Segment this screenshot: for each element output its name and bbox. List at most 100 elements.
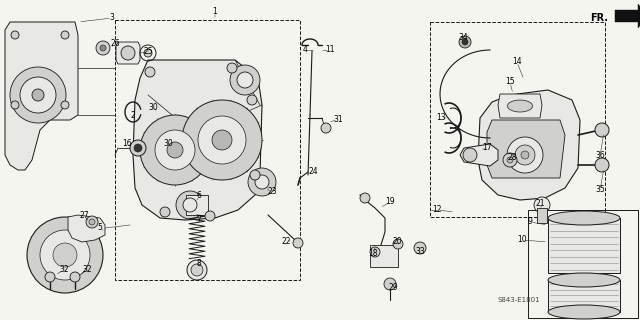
Polygon shape [487, 120, 565, 178]
Text: 36: 36 [595, 151, 605, 161]
Text: 17: 17 [482, 143, 492, 153]
Bar [186, 195, 208, 215]
Circle shape [86, 216, 98, 228]
Ellipse shape [548, 273, 620, 287]
Text: 7: 7 [196, 215, 202, 225]
Circle shape [321, 123, 331, 133]
Text: 20: 20 [392, 237, 402, 246]
Circle shape [155, 130, 195, 170]
Text: 12: 12 [432, 205, 442, 214]
Text: 33: 33 [415, 247, 425, 257]
Circle shape [183, 198, 197, 212]
Text: 30: 30 [148, 103, 158, 113]
Text: 10: 10 [517, 236, 527, 244]
Ellipse shape [508, 100, 532, 112]
Circle shape [370, 247, 380, 257]
Ellipse shape [548, 305, 620, 319]
Circle shape [534, 197, 550, 213]
Text: 13: 13 [436, 114, 446, 123]
Circle shape [53, 243, 77, 267]
Circle shape [182, 100, 262, 180]
Circle shape [70, 272, 80, 282]
Text: 6: 6 [196, 191, 202, 201]
Text: 5: 5 [97, 223, 102, 233]
Circle shape [393, 239, 403, 249]
Text: 8: 8 [196, 260, 202, 268]
Text: 2: 2 [131, 110, 136, 119]
Circle shape [187, 260, 207, 280]
Text: 15: 15 [505, 77, 515, 86]
Text: 9: 9 [527, 218, 532, 227]
Circle shape [212, 130, 232, 150]
Text: 14: 14 [512, 58, 522, 67]
Circle shape [11, 101, 19, 109]
Circle shape [462, 39, 468, 45]
Circle shape [237, 72, 253, 88]
Circle shape [507, 137, 543, 173]
Circle shape [160, 207, 170, 217]
Circle shape [250, 170, 260, 180]
Circle shape [227, 63, 237, 73]
Bar [430, 22, 605, 217]
Circle shape [521, 151, 529, 159]
Text: 22: 22 [281, 236, 291, 245]
Text: 28: 28 [508, 154, 516, 163]
Text: 3: 3 [109, 13, 115, 22]
Circle shape [89, 219, 95, 225]
Text: 27: 27 [79, 212, 89, 220]
Polygon shape [478, 90, 580, 200]
Circle shape [176, 191, 204, 219]
Circle shape [45, 272, 55, 282]
Text: 35: 35 [595, 186, 605, 195]
Circle shape [198, 116, 246, 164]
Circle shape [255, 175, 269, 189]
Polygon shape [615, 4, 640, 28]
Polygon shape [460, 144, 498, 166]
Circle shape [247, 95, 257, 105]
Circle shape [293, 238, 303, 248]
Bar [537, 208, 547, 223]
Circle shape [40, 230, 90, 280]
Circle shape [130, 140, 146, 156]
Polygon shape [498, 94, 542, 118]
Ellipse shape [548, 211, 620, 225]
Circle shape [507, 157, 513, 163]
Text: 29: 29 [388, 283, 398, 292]
Text: FR.: FR. [590, 13, 608, 23]
Polygon shape [116, 42, 140, 64]
Text: 16: 16 [122, 139, 132, 148]
Circle shape [121, 46, 135, 60]
Circle shape [595, 158, 609, 172]
Text: 23: 23 [267, 188, 277, 196]
Circle shape [32, 89, 44, 101]
Circle shape [248, 168, 276, 196]
Polygon shape [68, 215, 105, 242]
Circle shape [191, 264, 203, 276]
Circle shape [230, 65, 260, 95]
Circle shape [10, 67, 66, 123]
Circle shape [27, 217, 103, 293]
Text: 30: 30 [163, 139, 173, 148]
Circle shape [459, 36, 471, 48]
Circle shape [145, 67, 155, 77]
Text: 4: 4 [303, 45, 307, 54]
Circle shape [61, 31, 69, 39]
Circle shape [96, 41, 110, 55]
Circle shape [140, 115, 210, 185]
Bar [548, 218, 620, 273]
Circle shape [11, 31, 19, 39]
Text: 21: 21 [535, 198, 545, 207]
Circle shape [503, 153, 517, 167]
Circle shape [384, 278, 396, 290]
Circle shape [205, 211, 215, 221]
Text: 32: 32 [59, 266, 69, 275]
Bar [370, 245, 398, 267]
Circle shape [463, 148, 477, 162]
Bar [528, 210, 638, 318]
Text: 18: 18 [368, 249, 378, 258]
Text: 11: 11 [325, 45, 335, 54]
Circle shape [595, 123, 609, 137]
Circle shape [144, 49, 152, 57]
Circle shape [360, 193, 370, 203]
Bar [548, 280, 620, 312]
